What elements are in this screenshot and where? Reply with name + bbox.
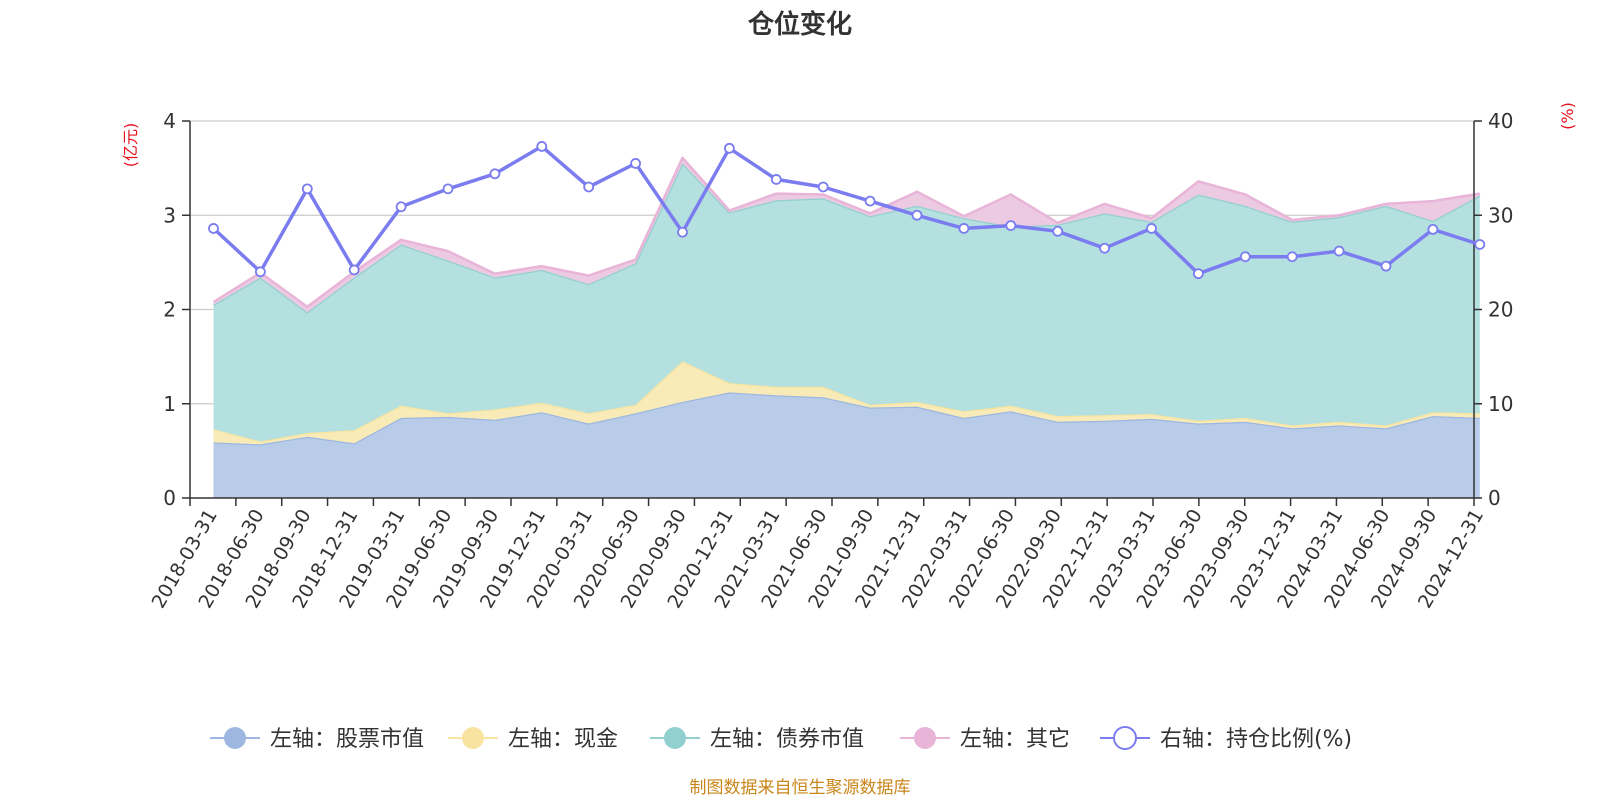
holding-ratio-point	[301, 183, 313, 195]
legend-item-4: 左轴：其它	[900, 727, 1070, 752]
holding-ratio-point	[583, 181, 595, 193]
left-axis-tick-label: 2	[163, 298, 176, 322]
holding-ratio-point	[348, 264, 360, 276]
chart-title: 仓位变化	[747, 9, 852, 40]
holding-ratio-point	[1193, 268, 1204, 280]
holding-ratio-point	[911, 209, 923, 221]
holding-ratio-point	[1474, 239, 1486, 250]
right-axis-tick-label: 20	[1488, 298, 1513, 322]
stacked-areas	[212, 156, 1481, 498]
holding-ratio-point	[1286, 251, 1298, 263]
area-series-3	[213, 163, 1480, 442]
holding-ratio-point	[1333, 245, 1345, 257]
left-axis-tick-label: 0	[163, 486, 176, 510]
right-axis-tick-label: 10	[1488, 392, 1513, 416]
legend-label: 左轴：其它	[960, 727, 1070, 752]
legend-item-2: 左轴：现金	[448, 727, 618, 752]
left-axis-unit: (亿元)	[121, 123, 140, 168]
area-series-1	[213, 392, 1480, 498]
source-note: 制图数据来自恒生聚源数据库	[690, 778, 911, 798]
holding-ratio-point	[958, 223, 970, 234]
holding-ratio-point	[864, 195, 876, 207]
holding-ratio-point	[1052, 225, 1064, 237]
left-axis-tick-label: 3	[163, 203, 176, 227]
holding-ratio-point	[677, 226, 688, 238]
holding-ratio-point	[630, 158, 641, 169]
holding-ratio-point	[1427, 223, 1439, 235]
legend-item-1: 左轴：股票市值	[210, 727, 424, 752]
holding-ratio-point	[1005, 220, 1017, 232]
holding-ratio-line	[212, 144, 1481, 276]
area-series-2	[213, 361, 1480, 445]
legend-label: 左轴：债券市值	[710, 727, 864, 752]
legend-swatch-marker	[914, 727, 936, 749]
legend-item-5: 右轴：持仓比例(%)	[1100, 726, 1352, 752]
right-axis-tick-label: 0	[1488, 486, 1501, 510]
holding-ratio-point	[489, 168, 501, 180]
holding-ratio-point	[1099, 242, 1110, 254]
holding-ratio-point	[1380, 260, 1392, 272]
legend-label: 左轴：股票市值	[270, 727, 424, 752]
legend-swatch-marker	[664, 727, 686, 749]
right-axis-unit: (%)	[1558, 102, 1577, 130]
right-axis-tick-label: 30	[1488, 203, 1513, 227]
legend-label: 右轴：持仓比例(%)	[1160, 727, 1352, 752]
holding-ratio-point	[536, 141, 548, 152]
holding-ratio-line-layer	[208, 141, 1486, 280]
area-series-4-edge	[212, 156, 1480, 308]
legend-item-3: 左轴：债券市值	[650, 727, 864, 752]
legend-swatch-marker	[224, 727, 246, 749]
holding-ratio-point	[442, 183, 454, 195]
left-axis-tick-label: 1	[163, 392, 176, 416]
holding-ratio-point	[724, 142, 735, 154]
legend-swatch-marker	[1113, 726, 1137, 750]
holding-ratio-point	[1146, 223, 1157, 234]
holding-ratio-point	[1239, 251, 1251, 263]
holding-ratio-point	[254, 266, 266, 278]
legend-label: 左轴：现金	[508, 727, 618, 752]
legend: 左轴：股票市值 左轴：现金 左轴：债券市值 左轴：其它 右轴：持仓比例(%)	[210, 726, 1352, 752]
holding-ratio-point	[208, 223, 219, 234]
left-axis-tick-label: 4	[163, 109, 176, 133]
legend-swatch-marker	[462, 727, 484, 749]
holding-ratio-point	[817, 181, 829, 193]
holding-ratio-point	[770, 174, 782, 185]
holding-ratio-point	[395, 201, 407, 213]
right-axis-tick-label: 40	[1488, 109, 1513, 133]
